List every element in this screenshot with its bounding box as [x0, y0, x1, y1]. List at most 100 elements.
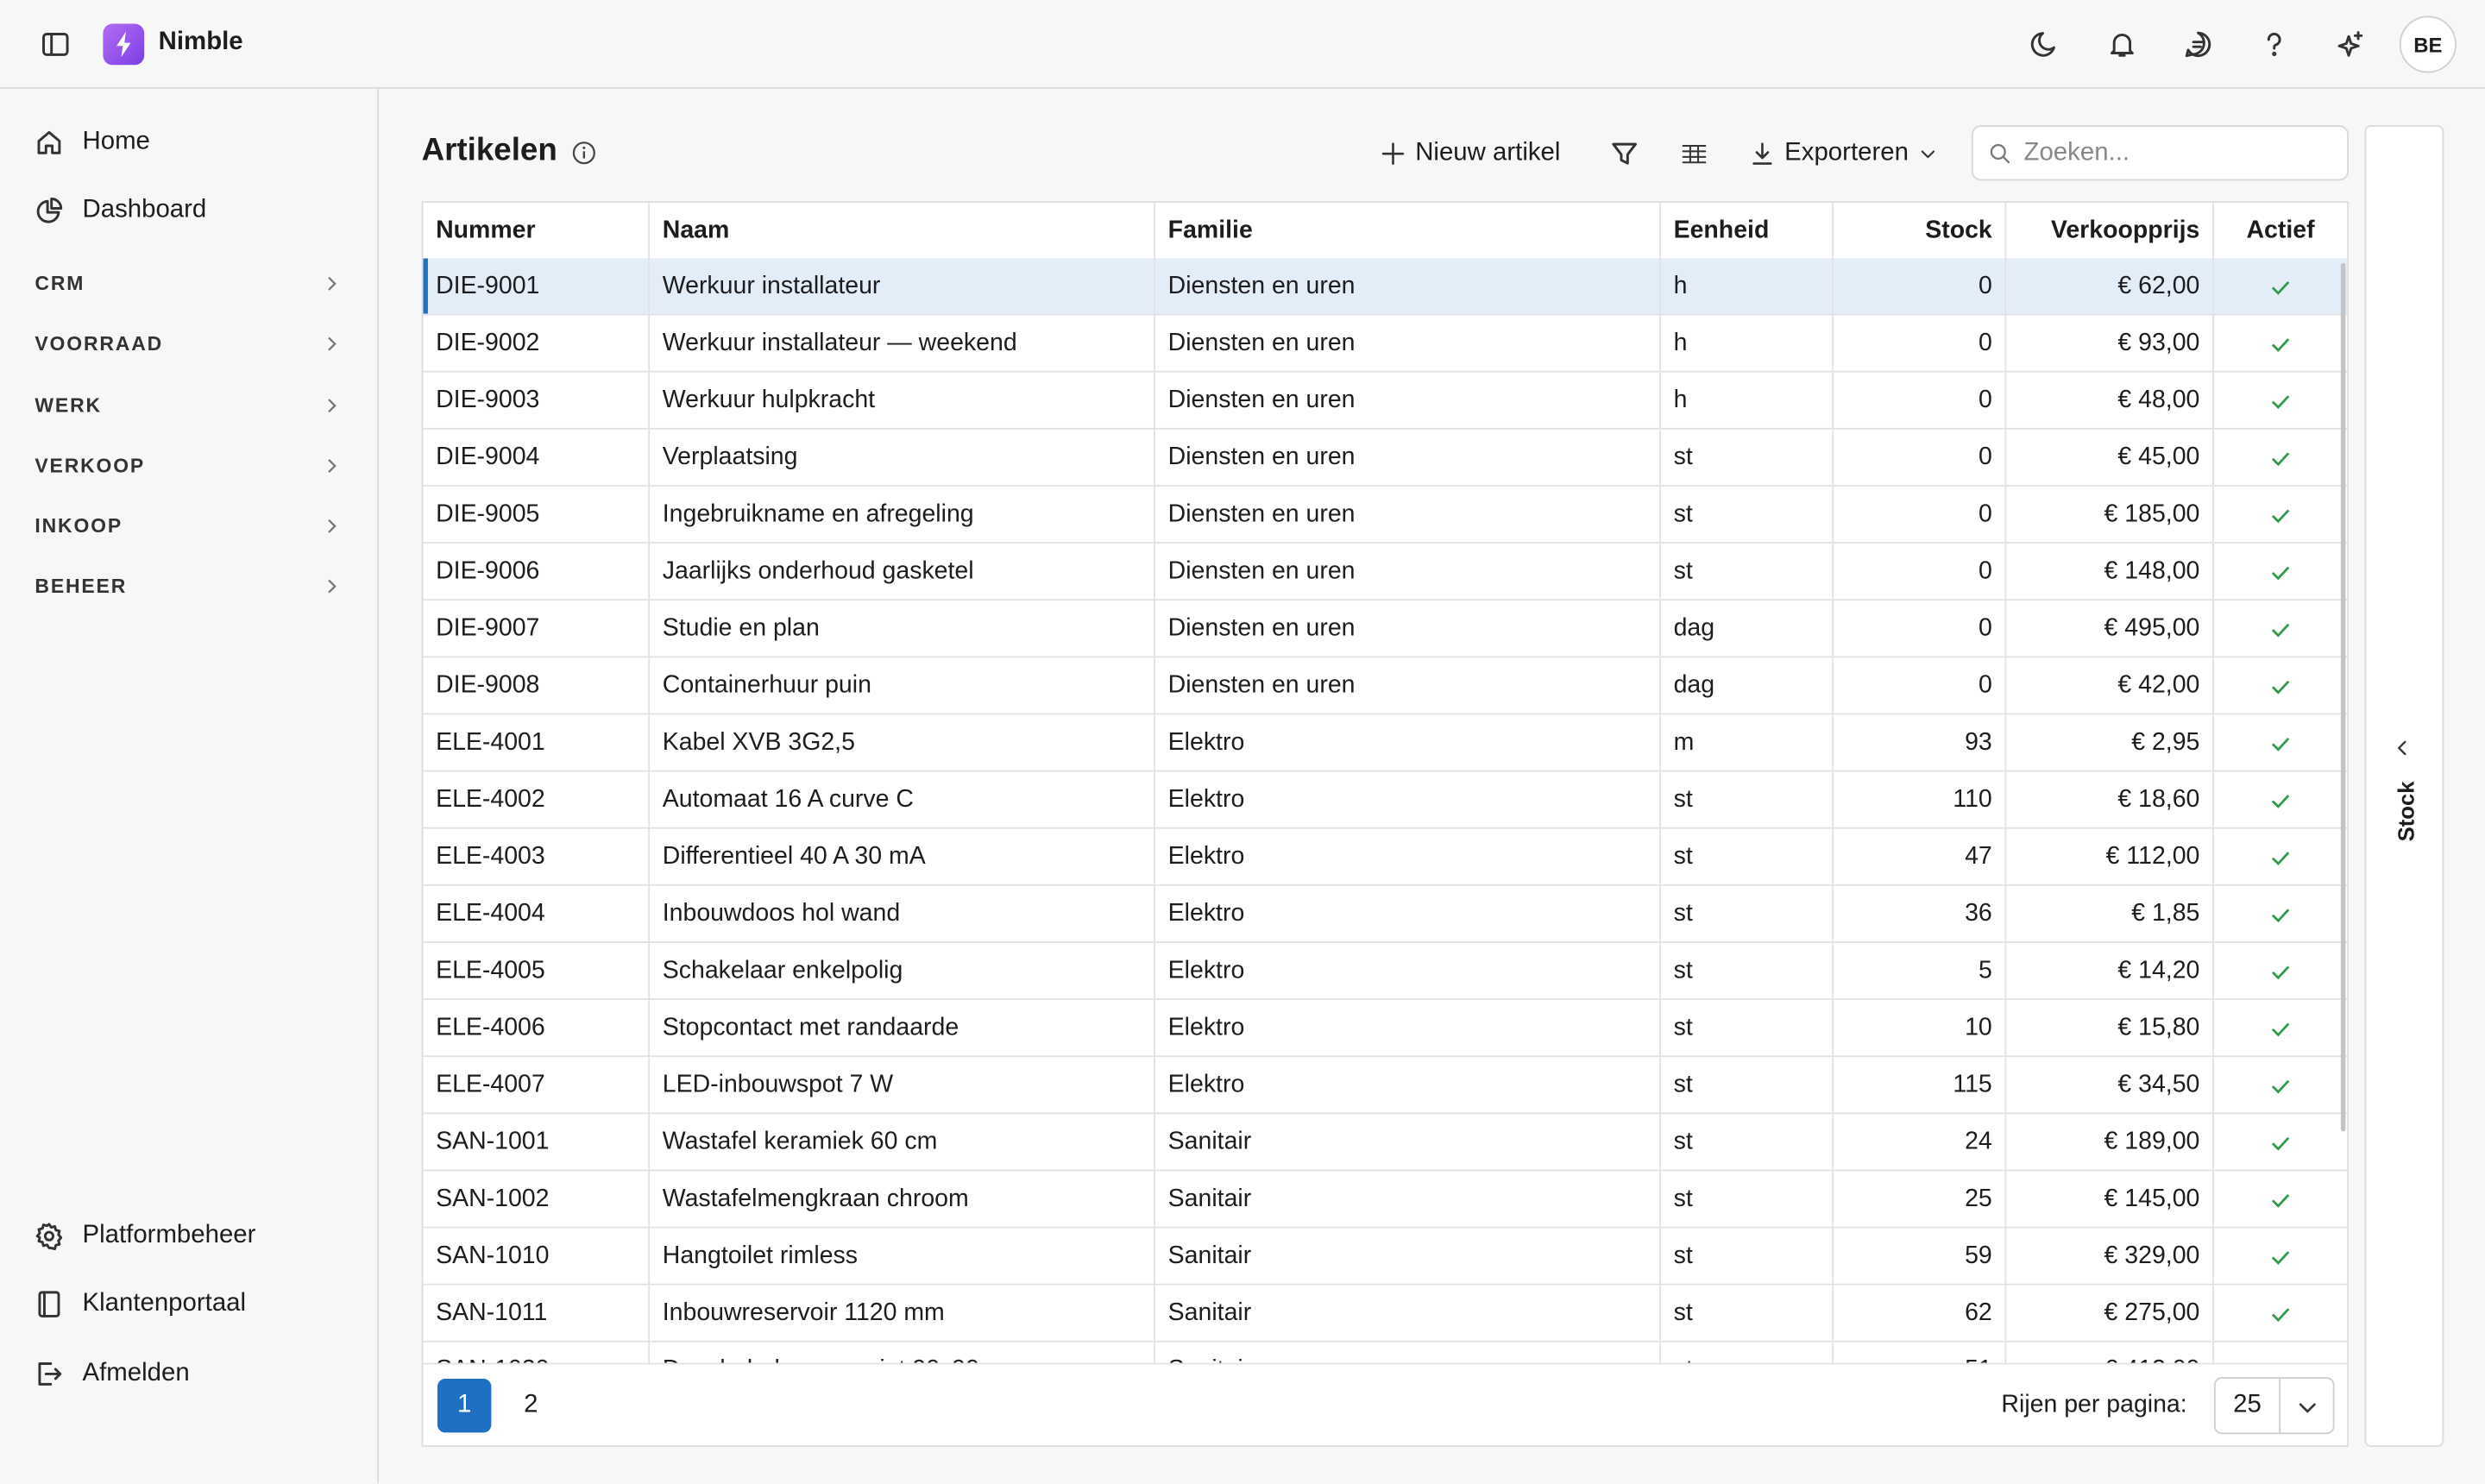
- table-row[interactable]: DIE-9001 Werkuur installateur Diensten en …: [423, 258, 2348, 316]
- scrollbar[interactable]: [2340, 262, 2346, 1132]
- table-cell: Stopcontact met randaarde: [650, 999, 1155, 1056]
- table-cell: st: [1661, 942, 1834, 999]
- column-header[interactable]: Nummer: [423, 203, 651, 259]
- table-row[interactable]: SAN-1011 Inbouwreservoir 1120 mm Sanitair s…: [423, 1285, 2348, 1343]
- table-cell: Schakelaar enkelpolig: [650, 942, 1155, 999]
- help[interactable]: [2260, 30, 2288, 59]
- new-item-button[interactable]: Nieuw artikel: [1381, 133, 1560, 174]
- check-icon: [2271, 1307, 2290, 1322]
- table-row[interactable]: ELE-4001 Kabel XVB 3G2,5 Elektro m 93 € 2,95: [423, 714, 2348, 772]
- sidebar-toggle[interactable]: [41, 30, 70, 59]
- nav-item[interactable]: Klantenportaal: [35, 1286, 246, 1324]
- table-row[interactable]: SAN-1002 Wastafelmengkraan chroom Sanitair…: [423, 1171, 2348, 1229]
- ai-assistant[interactable]: [2336, 30, 2364, 59]
- column-header[interactable]: Familie: [1155, 203, 1661, 259]
- nav-item[interactable]: Platformbeheer: [35, 1217, 255, 1255]
- table-cell: Elektro: [1155, 942, 1661, 999]
- table-row[interactable]: DIE-9006 Jaarlijks onderhoud gasketel Dien…: [423, 544, 2348, 601]
- table-body: DIE-9001 Werkuur installateur Diensten en …: [423, 258, 2348, 1363]
- table-cell: 0: [1834, 429, 2007, 486]
- table-row[interactable]: ELE-4002 Automaat 16 A curve C Elektro st 11…: [423, 771, 2348, 829]
- column-header[interactable]: Verkoopprijs: [2006, 203, 2214, 259]
- check-path: [2271, 337, 2290, 351]
- table-cell: 0: [1834, 544, 2007, 600]
- table-cell: DIE-9007: [423, 601, 651, 657]
- section-label: WERK: [35, 394, 102, 418]
- logo[interactable]: [103, 23, 145, 66]
- check-path: [2271, 622, 2290, 637]
- theme-toggle[interactable]: [2030, 30, 2059, 59]
- table-row[interactable]: ELE-4003 Differentieel 40 A 30 mA Elektro s…: [423, 828, 2348, 886]
- table-cell: Elektro: [1155, 828, 1661, 884]
- nav-section[interactable]: BEHEER: [35, 570, 342, 602]
- check-icon: [2271, 737, 2290, 751]
- active-cell: [2214, 1343, 2347, 1363]
- table-cell: Werkuur hulpkracht: [650, 372, 1155, 428]
- dashboard-icon: [36, 198, 63, 223]
- column-header[interactable]: Stock: [1834, 203, 2007, 259]
- page-button[interactable]: 2: [524, 1391, 538, 1418]
- table-cell: € 48,00: [2006, 372, 2214, 428]
- table-cell: Sanitair: [1155, 1285, 1661, 1341]
- nav-section[interactable]: VERKOOP: [35, 450, 342, 482]
- table-row[interactable]: DIE-9005 Ingebruikname en afregeling Diens…: [423, 486, 2348, 544]
- nav-section[interactable]: VOORRAAD: [35, 328, 342, 360]
- table-row[interactable]: DIE-9008 Containerhuur puin Diensten en ur…: [423, 657, 2348, 715]
- column-header[interactable]: Naam: [650, 203, 1155, 259]
- table-cell: Diensten en uren: [1155, 315, 1661, 371]
- settings-icon: [35, 1223, 63, 1251]
- column-header[interactable]: Eenheid: [1661, 203, 1834, 259]
- messages[interactable]: [2184, 30, 2212, 59]
- section-label: VERKOOP: [35, 455, 146, 477]
- nav-item[interactable]: Dashboard: [35, 192, 206, 230]
- nav-section[interactable]: INKOOP: [35, 510, 342, 542]
- info-icon[interactable]: [572, 141, 596, 165]
- table-cell: € 42,00: [2006, 657, 2214, 714]
- check-path: [2271, 1078, 2290, 1093]
- table-row[interactable]: ELE-4005 Schakelaar enkelpolig Elektro st 5 €…: [423, 942, 2348, 1000]
- table-cell: SAN-1001: [423, 1114, 651, 1170]
- avatar[interactable]: BE: [2399, 16, 2457, 73]
- nav-section[interactable]: CRM: [35, 267, 342, 299]
- table-row[interactable]: DIE-9004 Verplaatsing Diensten en uren st 0 €…: [423, 429, 2348, 487]
- active-cell: [2214, 1057, 2347, 1112]
- table-cell: SAN-1010: [423, 1228, 651, 1284]
- export-button[interactable]: Exporteren: [1750, 133, 1939, 174]
- table-row[interactable]: DIE-9003 Werkuur hulpkracht Diensten en ur…: [423, 372, 2348, 430]
- table-cell: ELE-4005: [423, 942, 651, 999]
- table-row[interactable]: ELE-4006 Stopcontact met randaarde Elektro…: [423, 999, 2348, 1058]
- table-cell: h: [1661, 258, 1834, 314]
- nav-section[interactable]: WERK: [35, 390, 342, 422]
- table-footer: 1 2 Rijen per pagina: 25: [423, 1362, 2348, 1446]
- table-cell: € 112,00: [2006, 828, 2214, 884]
- nav-item[interactable]: Afmelden: [35, 1355, 190, 1393]
- table-row[interactable]: DIE-9002 Werkuur installateur — weekend Di…: [423, 315, 2348, 373]
- table-cell: Sanitair: [1155, 1171, 1661, 1227]
- table-cell: m: [1661, 714, 1834, 770]
- page-button-active[interactable]: 1: [437, 1378, 492, 1433]
- active-cell: [2214, 1171, 2347, 1226]
- check-path: [2271, 679, 2290, 694]
- table-row[interactable]: DIE-9007 Studie en plan Diensten en uren da…: [423, 601, 2348, 658]
- check-path: [2271, 794, 2290, 808]
- table-row[interactable]: SAN-1001 Wastafel keramiek 60 cm Sanitair s…: [423, 1114, 2348, 1172]
- table-cell: ELE-4006: [423, 999, 651, 1056]
- nav-item[interactable]: Home: [35, 123, 150, 161]
- rows-per-page-select[interactable]: 25: [2213, 1377, 2335, 1435]
- search-box[interactable]: Zoeken...: [1971, 125, 2350, 181]
- table-cell: Automaat 16 A curve C: [650, 771, 1155, 827]
- notifications[interactable]: [2108, 30, 2136, 59]
- filter-button[interactable]: [1610, 140, 1639, 168]
- brand[interactable]: Nimble: [158, 28, 243, 56]
- table-cell: Elektro: [1155, 714, 1661, 770]
- table-row[interactable]: SAN-1020Douchebak composiet 90x90Sanitai…: [423, 1342, 2347, 1363]
- table-cell: Elektro: [1155, 999, 1661, 1056]
- column-header[interactable]: Actief: [2246, 216, 2315, 243]
- side-panel[interactable]: Stock: [2364, 125, 2444, 1447]
- table-row[interactable]: SAN-1010 Hangtoilet rimless Sanitair st 59 € …: [423, 1228, 2348, 1286]
- table-row[interactable]: ELE-4007 LED-inbouwspot 7 W Elektro st 115 € …: [423, 1057, 2348, 1115]
- check-path: [2271, 508, 2290, 523]
- table-cell: Diensten en uren: [1155, 372, 1661, 428]
- table-row[interactable]: ELE-4004 Inbouwdoos hol wand Elektro st 36 € …: [423, 885, 2348, 943]
- columns-button[interactable]: [1680, 140, 1708, 168]
